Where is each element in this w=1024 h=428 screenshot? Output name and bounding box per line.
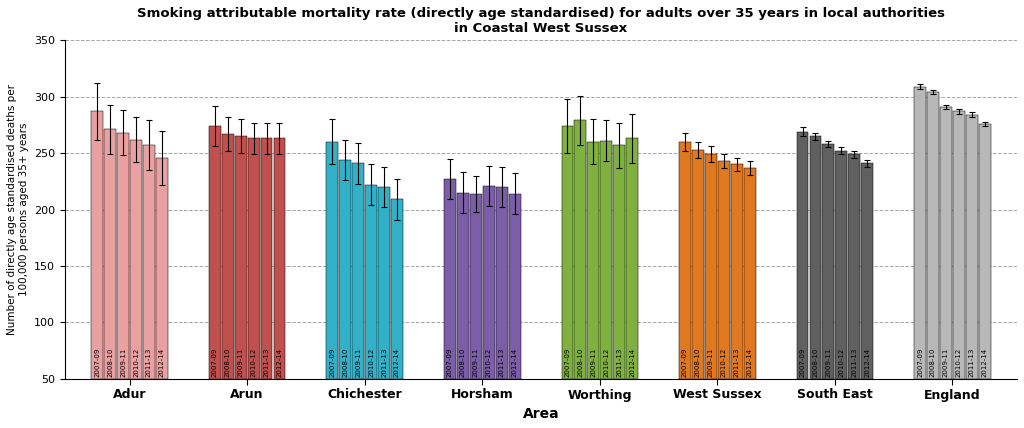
Text: 2011-13: 2011-13: [616, 347, 623, 377]
Text: 2008-10: 2008-10: [460, 347, 466, 377]
Text: 2007-09: 2007-09: [94, 347, 100, 377]
Text: 2011-13: 2011-13: [969, 347, 975, 377]
Title: Smoking attributable mortality rate (directly age standardised) for adults over : Smoking attributable mortality rate (dir…: [137, 7, 945, 35]
Text: 2008-10: 2008-10: [108, 347, 114, 377]
Y-axis label: Number of directly age standardised deaths per
100,000 persons aged 35+ years: Number of directly age standardised deat…: [7, 84, 29, 335]
Bar: [327, 142, 338, 379]
Text: 2012-14: 2012-14: [746, 348, 753, 377]
Text: 2007-09: 2007-09: [330, 347, 336, 377]
Text: 2010-12: 2010-12: [603, 347, 609, 377]
Text: 2010-12: 2010-12: [251, 347, 257, 377]
Bar: [861, 163, 873, 379]
Bar: [339, 160, 351, 379]
Text: 2010-12: 2010-12: [485, 347, 492, 377]
Text: 2009-11: 2009-11: [355, 347, 361, 377]
Text: 2011-13: 2011-13: [381, 347, 387, 377]
Bar: [588, 142, 599, 379]
Text: 2009-11: 2009-11: [943, 347, 949, 377]
Text: 2007-09: 2007-09: [446, 347, 453, 377]
Bar: [273, 138, 286, 379]
Bar: [248, 138, 259, 379]
Bar: [914, 86, 926, 379]
Text: 2011-13: 2011-13: [851, 347, 857, 377]
Text: 2011-13: 2011-13: [146, 347, 152, 377]
Bar: [156, 158, 168, 379]
Text: 2011-13: 2011-13: [499, 347, 505, 377]
Text: 2007-09: 2007-09: [682, 347, 688, 377]
Text: 2010-12: 2010-12: [721, 347, 727, 377]
Text: 2012-14: 2012-14: [159, 348, 165, 377]
Bar: [848, 154, 860, 379]
Text: 2007-09: 2007-09: [800, 347, 806, 377]
Bar: [731, 164, 742, 379]
Text: 2008-10: 2008-10: [812, 347, 818, 377]
Text: 2009-11: 2009-11: [473, 347, 479, 377]
Text: 2009-11: 2009-11: [238, 347, 244, 377]
Bar: [822, 144, 835, 379]
Text: 2010-12: 2010-12: [955, 347, 962, 377]
Text: 2010-12: 2010-12: [369, 347, 374, 377]
Text: 2008-10: 2008-10: [578, 347, 584, 377]
Text: 2012-14: 2012-14: [982, 348, 988, 377]
Bar: [91, 111, 103, 379]
X-axis label: Area: Area: [522, 407, 559, 421]
Bar: [234, 136, 247, 379]
Bar: [444, 179, 456, 379]
Text: 2008-10: 2008-10: [695, 347, 700, 377]
Bar: [496, 187, 508, 379]
Text: 2007-09: 2007-09: [918, 347, 923, 377]
Bar: [810, 136, 821, 379]
Bar: [470, 194, 481, 379]
Bar: [352, 163, 365, 379]
Text: 2011-13: 2011-13: [263, 347, 269, 377]
Bar: [143, 145, 155, 379]
Text: 2007-09: 2007-09: [212, 347, 218, 377]
Bar: [222, 134, 233, 379]
Bar: [613, 145, 625, 379]
Bar: [705, 154, 717, 379]
Bar: [561, 126, 573, 379]
Bar: [718, 161, 730, 379]
Bar: [940, 107, 952, 379]
Text: 2010-12: 2010-12: [133, 347, 139, 377]
Bar: [509, 194, 520, 379]
Bar: [626, 138, 638, 379]
Bar: [366, 185, 377, 379]
Text: 2009-11: 2009-11: [590, 347, 596, 377]
Bar: [574, 120, 587, 379]
Text: 2012-14: 2012-14: [629, 348, 635, 377]
Bar: [743, 168, 756, 379]
Bar: [953, 111, 965, 379]
Text: 2008-10: 2008-10: [224, 347, 230, 377]
Bar: [692, 150, 703, 379]
Bar: [378, 187, 390, 379]
Text: 2012-14: 2012-14: [276, 348, 283, 377]
Bar: [979, 124, 990, 379]
Bar: [482, 186, 495, 379]
Bar: [966, 115, 978, 379]
Bar: [260, 138, 272, 379]
Text: 2011-13: 2011-13: [734, 347, 739, 377]
Text: 2008-10: 2008-10: [930, 347, 936, 377]
Bar: [391, 199, 403, 379]
Text: 2010-12: 2010-12: [839, 347, 845, 377]
Bar: [797, 132, 809, 379]
Bar: [600, 141, 612, 379]
Bar: [679, 142, 691, 379]
Text: 2012-14: 2012-14: [394, 348, 400, 377]
Bar: [457, 193, 469, 379]
Bar: [927, 92, 939, 379]
Bar: [117, 133, 129, 379]
Text: 2012-14: 2012-14: [864, 348, 870, 377]
Text: 2012-14: 2012-14: [512, 348, 517, 377]
Bar: [130, 140, 142, 379]
Text: 2008-10: 2008-10: [342, 347, 348, 377]
Bar: [104, 129, 116, 379]
Text: 2009-11: 2009-11: [120, 347, 126, 377]
Text: 2007-09: 2007-09: [564, 347, 570, 377]
Bar: [836, 151, 847, 379]
Bar: [209, 126, 221, 379]
Text: 2009-11: 2009-11: [825, 347, 831, 377]
Text: 2009-11: 2009-11: [708, 347, 714, 377]
